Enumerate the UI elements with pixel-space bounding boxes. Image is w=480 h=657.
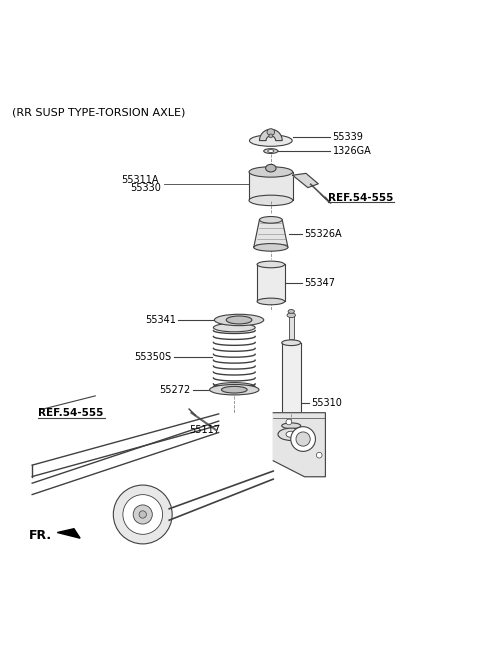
Ellipse shape bbox=[139, 510, 146, 518]
Ellipse shape bbox=[257, 261, 285, 268]
Text: 55272: 55272 bbox=[159, 385, 190, 395]
Ellipse shape bbox=[265, 164, 276, 172]
Polygon shape bbox=[57, 529, 80, 538]
Bar bbox=[249, 172, 293, 200]
Ellipse shape bbox=[278, 428, 304, 440]
Text: REF.54-555: REF.54-555 bbox=[328, 193, 393, 203]
Ellipse shape bbox=[296, 432, 310, 446]
Text: REF.54-555: REF.54-555 bbox=[38, 408, 104, 418]
Bar bbox=[282, 343, 301, 426]
Ellipse shape bbox=[268, 150, 274, 152]
Text: 55330: 55330 bbox=[131, 183, 161, 193]
Ellipse shape bbox=[250, 135, 292, 147]
Ellipse shape bbox=[214, 323, 255, 332]
Text: 55326A: 55326A bbox=[304, 229, 342, 238]
Ellipse shape bbox=[215, 314, 264, 326]
Ellipse shape bbox=[210, 384, 259, 395]
Ellipse shape bbox=[282, 423, 301, 428]
Ellipse shape bbox=[260, 217, 282, 223]
Wedge shape bbox=[260, 129, 282, 141]
Ellipse shape bbox=[249, 167, 293, 177]
Text: 55341: 55341 bbox=[145, 315, 176, 325]
Ellipse shape bbox=[113, 485, 172, 544]
Text: (RR SUSP TYPE-TORSION AXLE): (RR SUSP TYPE-TORSION AXLE) bbox=[12, 108, 186, 118]
Text: 55311A: 55311A bbox=[121, 175, 158, 185]
Text: 55310: 55310 bbox=[311, 398, 342, 408]
Text: 1326GA: 1326GA bbox=[333, 146, 371, 156]
Ellipse shape bbox=[316, 452, 322, 458]
Ellipse shape bbox=[288, 309, 294, 313]
Ellipse shape bbox=[221, 386, 247, 393]
Ellipse shape bbox=[291, 426, 315, 451]
Bar bbox=[257, 265, 285, 302]
Polygon shape bbox=[293, 173, 318, 188]
Ellipse shape bbox=[286, 431, 297, 438]
Ellipse shape bbox=[226, 316, 252, 324]
Text: FR.: FR. bbox=[29, 528, 52, 541]
Ellipse shape bbox=[123, 495, 163, 534]
Ellipse shape bbox=[282, 340, 301, 346]
Ellipse shape bbox=[264, 148, 278, 154]
Ellipse shape bbox=[249, 195, 293, 206]
Text: 55339: 55339 bbox=[333, 132, 363, 142]
Ellipse shape bbox=[269, 134, 273, 138]
Ellipse shape bbox=[133, 505, 152, 524]
Text: 55117: 55117 bbox=[189, 425, 220, 435]
Ellipse shape bbox=[254, 244, 288, 251]
Text: 55350S: 55350S bbox=[134, 352, 171, 362]
Ellipse shape bbox=[214, 382, 255, 391]
Ellipse shape bbox=[257, 298, 285, 305]
Polygon shape bbox=[254, 220, 288, 248]
Ellipse shape bbox=[267, 129, 275, 135]
Ellipse shape bbox=[287, 313, 295, 317]
Polygon shape bbox=[273, 413, 325, 477]
Ellipse shape bbox=[286, 419, 292, 425]
Bar bbox=[288, 315, 294, 339]
Text: 55347: 55347 bbox=[304, 278, 335, 288]
